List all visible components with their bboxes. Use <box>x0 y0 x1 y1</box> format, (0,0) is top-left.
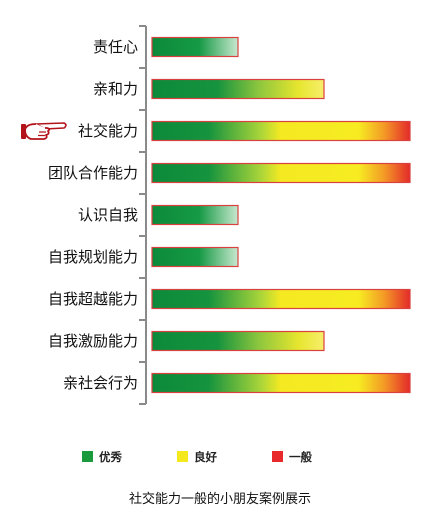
bar-8 <box>151 330 325 352</box>
bar-9 <box>151 372 411 394</box>
bar-6 <box>151 246 239 268</box>
bar-5 <box>151 204 239 226</box>
bar-1 <box>151 36 239 58</box>
category-ticks <box>139 25 146 405</box>
legend-swatch <box>82 451 93 462</box>
category-label: 亲和力 <box>93 80 138 98</box>
legend: 优秀 良好 一般 <box>82 450 312 464</box>
category-label: 团队合作能力 <box>48 164 138 182</box>
legend-label: 一般 <box>289 450 312 464</box>
pointing-hand-icon <box>21 122 67 140</box>
chart-caption: 社交能力一般的小朋友案例展示 <box>129 491 311 507</box>
legend-swatch <box>272 451 283 462</box>
bar-2 <box>151 78 325 100</box>
category-labels: 责任心亲和力社交能力团队合作能力认识自我自我规划能力自我超越能力自我激励能力亲社… <box>48 38 138 392</box>
category-label: 亲社会行为 <box>63 374 138 392</box>
category-label: 自我激励能力 <box>48 332 138 350</box>
legend-label: 良好 <box>194 450 217 464</box>
category-label: 认识自我 <box>78 206 138 224</box>
bars <box>151 36 411 394</box>
category-label: 自我超越能力 <box>48 290 138 308</box>
legend-swatch <box>177 451 188 462</box>
bar-4 <box>151 162 411 184</box>
category-label: 责任心 <box>93 38 138 56</box>
legend-label: 优秀 <box>99 450 122 464</box>
bar-7 <box>151 288 411 310</box>
bar-3 <box>151 120 411 142</box>
category-label: 社交能力 <box>78 122 138 140</box>
category-label: 自我规划能力 <box>48 248 138 266</box>
